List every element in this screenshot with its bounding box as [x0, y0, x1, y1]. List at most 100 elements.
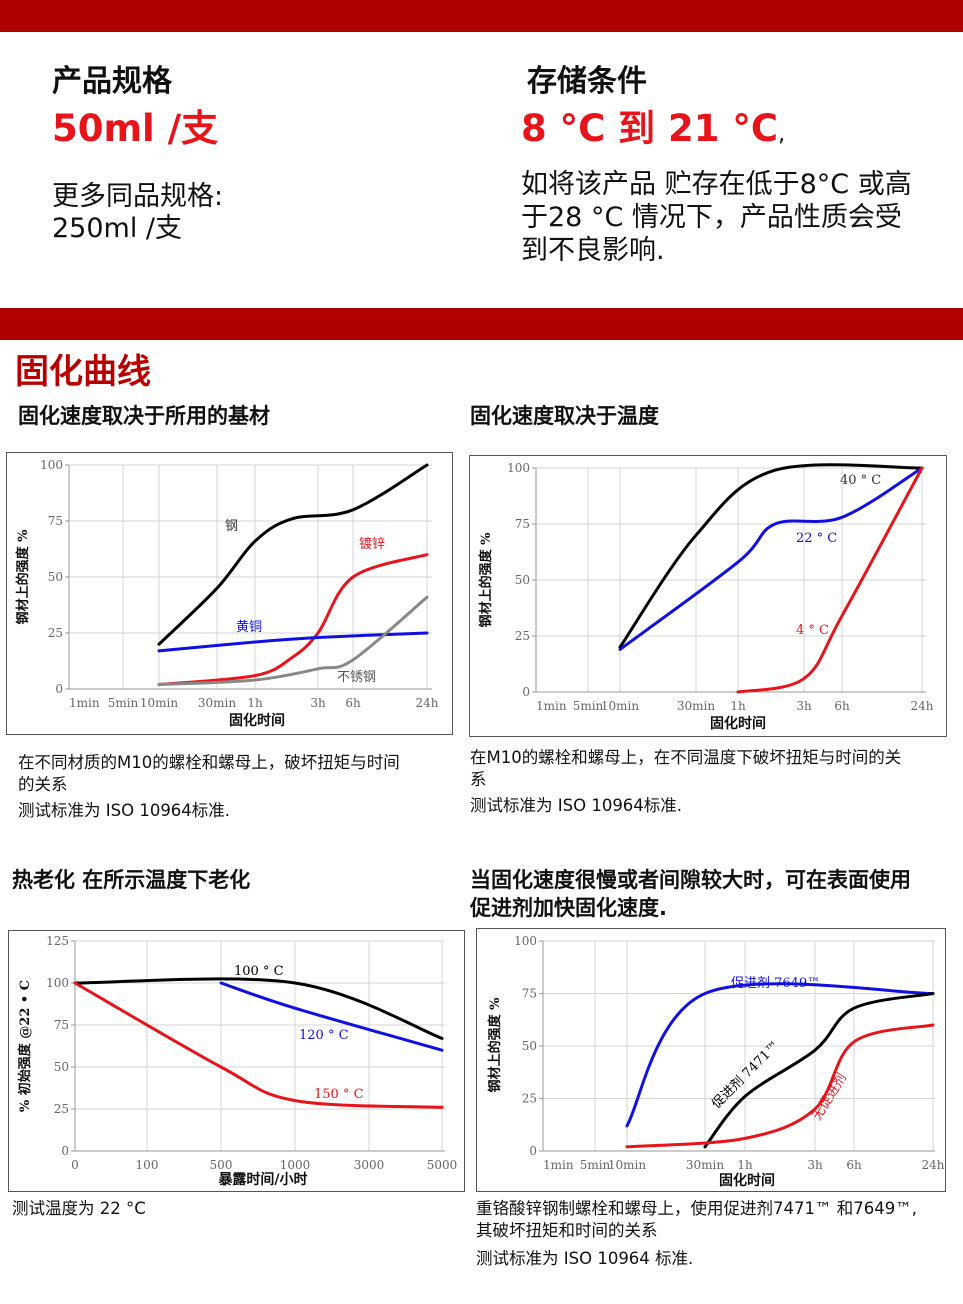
caption-activator: 重铬酸锌钢制螺栓和螺母上，使用促进剂7471™ 和7649™, 其破坏扭矩和时间… — [476, 1198, 956, 1270]
x-tick-label: 10min — [601, 699, 639, 713]
x-tick-label: 30min — [677, 699, 715, 713]
spec-more-label: 更多同品规格: — [52, 181, 224, 212]
caption-standard: 测试标准为 ISO 10964标准. — [18, 801, 231, 820]
chart-frame-substrate: 0 25 50 75 100 1min 5min 10min 30min 1h 3h 6h 24h 固化时… — [6, 452, 453, 735]
storage-value-suffix: , — [778, 122, 786, 147]
x-axis-title: 固化时间 — [719, 1172, 775, 1189]
y-tick-label: 75 — [54, 1018, 69, 1032]
chart-heat-aging: 0 25 50 75 100 125 0 100 500 1000 3000 5000 暴露时间/小时%… — [17, 934, 458, 1188]
caption-line: 其破坏扭矩和时间的关系 — [476, 1221, 658, 1240]
y-tick-label: 50 — [522, 1039, 537, 1053]
series-label: 22 ° C — [796, 531, 837, 546]
series-line — [73, 977, 444, 1040]
spec-value: 50ml /支 — [52, 107, 219, 150]
x-tick-label: 1min — [69, 696, 100, 710]
x-tick-label: 1000 — [280, 1158, 311, 1172]
x-tick-label: 100 — [136, 1158, 159, 1172]
series-label: 不锈钢 — [337, 670, 376, 685]
panel-heading-heat-aging: 热老化 在所示温度下老化 — [12, 868, 251, 892]
series-label: 4 ° C — [796, 623, 829, 638]
x-axis-title: 暴露时间/小时 — [217, 1171, 307, 1188]
storage-note: 如将该产品 贮存在低于8°C 或高 于28 °C 情况下，产品性质会受 到不良影… — [521, 168, 941, 267]
y-tick-label: 75 — [515, 517, 530, 531]
y-tick-label: 25 — [522, 1092, 537, 1106]
caption-line: 系 — [470, 770, 487, 789]
x-tick-label: 500 — [210, 1158, 233, 1172]
caption-line: 在不同材质的M10的螺栓和螺母上，破坏扭矩与时间 — [18, 753, 400, 772]
caption-line: 在M10的螺栓和螺母上，在不同温度下破坏扭矩与时间的关 — [470, 748, 902, 767]
x-tick-label: 5min — [573, 699, 604, 713]
y-tick-label: 0 — [61, 1144, 69, 1158]
y-tick-label: 0 — [529, 1144, 537, 1158]
series-line — [736, 466, 924, 694]
series-label: 促进剂 7649™ — [731, 976, 820, 991]
chart-frame-heat-aging: 0 25 50 75 100 125 0 100 500 1000 3000 5000 暴露时间/小时%… — [8, 930, 465, 1192]
x-tick-label: 10min — [608, 1158, 646, 1172]
y-tick-label: 75 — [522, 987, 537, 1001]
series-label: 120 ° C — [299, 1028, 349, 1043]
series-line — [157, 595, 429, 686]
y-tick-label: 50 — [54, 1060, 69, 1074]
chart-substrate: 0 25 50 75 100 1min 5min 10min 30min 1h 3h 6h 24h 固化时… — [15, 458, 439, 729]
x-tick-label: 1h — [730, 699, 746, 713]
panel-heading-substrate: 固化速度取决于所用的基材 — [18, 404, 270, 428]
caption-standard: 测试标准为 ISO 10964 标准. — [476, 1249, 694, 1268]
y-tick-label: 75 — [48, 514, 63, 528]
caption-line: 的关系 — [18, 775, 68, 794]
y-tick-label: 50 — [515, 573, 530, 587]
y-tick-label: 25 — [48, 626, 63, 640]
panel-heading-activator-line: 当固化速度很慢或者间隙较大时，可在表面使用 — [470, 868, 911, 892]
y-tick-label: 125 — [46, 934, 69, 948]
top-band — [0, 0, 963, 32]
section-title: 固化曲线 — [15, 352, 151, 392]
x-axis-title: 固化时间 — [229, 712, 285, 729]
caption-line: 测试温度为 22 °C — [12, 1199, 146, 1218]
caption-standard: 测试标准为 ISO 10964标准. — [470, 796, 683, 815]
storage-title: 存储条件 — [527, 64, 647, 99]
caption-line: 重铬酸锌钢制螺栓和螺母上，使用促进剂7471™ 和7649™, — [476, 1199, 917, 1218]
spec-more-value: 250ml /支 — [52, 213, 183, 244]
x-tick-label: 3000 — [354, 1158, 385, 1172]
series-line — [219, 981, 444, 1052]
x-tick-label: 1h — [247, 696, 263, 710]
x-tick-label: 1min — [536, 699, 567, 713]
series-label: 无促进剂 — [810, 1071, 850, 1123]
chart-frame-activator: 0 25 50 75 100 1min 5min 10min 30min 1h 3h 6h 24h 固化时… — [476, 928, 946, 1192]
middle-band — [0, 308, 963, 340]
y-tick-label: 25 — [54, 1102, 69, 1116]
series-line — [703, 992, 935, 1149]
series-line — [618, 463, 924, 649]
series-label: 黄铜 — [236, 620, 262, 635]
y-axis-title: 钢材上的强度 % — [487, 997, 503, 1093]
y-axis-title: % 初始强度 @22 • C — [17, 980, 33, 1112]
y-tick-label: 100 — [46, 976, 69, 990]
x-tick-label: 6h — [834, 699, 850, 713]
storage-note-line: 到不良影响. — [521, 235, 665, 266]
x-tick-label: 24h — [911, 699, 934, 713]
series-label: 钢 — [225, 519, 238, 534]
x-tick-label: 1h — [737, 1158, 753, 1172]
storage-note-line: 如将该产品 贮存在低于8°C 或高 — [521, 169, 912, 200]
x-tick-label: 24h — [922, 1158, 945, 1172]
y-tick-label: 0 — [522, 685, 530, 699]
series-label: 150 ° C — [314, 1087, 364, 1102]
caption-heat-aging: 测试温度为 22 °C — [12, 1198, 452, 1220]
x-tick-label: 0 — [71, 1158, 79, 1172]
y-tick-label: 100 — [40, 458, 63, 472]
x-tick-label: 3h — [796, 699, 812, 713]
x-tick-label: 5000 — [427, 1158, 458, 1172]
x-tick-label: 3h — [807, 1158, 823, 1172]
panel-heading-temperature: 固化速度取决于温度 — [470, 404, 659, 428]
series-line — [157, 553, 429, 686]
y-tick-label: 25 — [515, 629, 530, 643]
series-label: 促进剂 7471™ — [709, 1038, 783, 1112]
x-tick-label: 10min — [140, 696, 178, 710]
series-label: 100 ° C — [234, 964, 284, 979]
caption-temperature: 在M10的螺栓和螺母上，在不同温度下破坏扭矩与时间的关 系 测试标准为 ISO … — [470, 747, 955, 817]
y-tick-label: 100 — [507, 461, 530, 475]
panel-heading-activator: 当固化速度很慢或者间隙较大时，可在表面使用 促进剂加快固化速度. — [470, 866, 911, 922]
spec-title: 产品规格 — [52, 64, 172, 99]
storage-note-line: 于28 °C 情况下，产品性质会受 — [521, 202, 902, 233]
